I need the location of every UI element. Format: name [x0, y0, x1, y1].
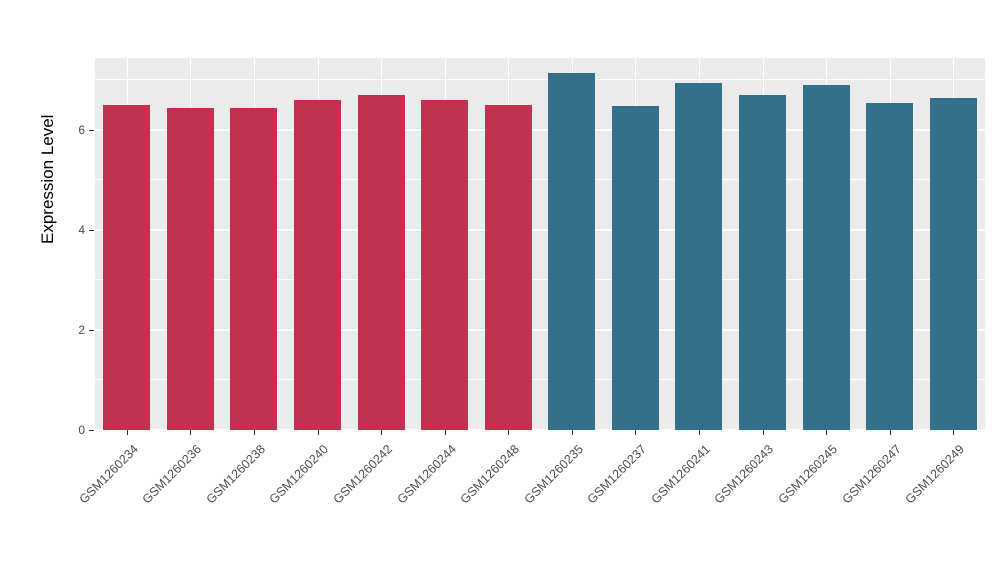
major-gridline: [95, 329, 985, 331]
bar-GSM1260242: [357, 95, 405, 430]
x-tick-label-text: GSM1260243: [711, 442, 777, 507]
major-gridline: [95, 129, 985, 131]
plot-panel: [95, 58, 985, 431]
x-tick-mark: [253, 430, 255, 435]
x-tick-label-text: GSM1260240: [266, 442, 332, 507]
bar-GSM1260236: [166, 107, 214, 430]
minor-gridline: [95, 379, 985, 380]
bar-GSM1260237: [611, 106, 659, 430]
x-tick-mark: [444, 430, 446, 435]
bar-GSM1260234: [103, 105, 151, 430]
x-tick-mark: [317, 430, 319, 435]
y-tick-label: 0: [78, 423, 85, 437]
x-tick-mark: [126, 430, 128, 435]
x-tick-mark: [508, 430, 510, 435]
bar-GSM1260248: [484, 105, 532, 430]
bar-GSM1260238: [230, 107, 278, 430]
x-tick-label-text: GSM1260248: [457, 442, 523, 507]
y-tick-mark: [89, 130, 94, 131]
major-gridline: [95, 229, 985, 231]
x-tick-mark: [190, 430, 192, 435]
x-tick-label-text: GSM1260247: [839, 442, 904, 507]
x-tick-mark: [635, 430, 637, 435]
x-tick-mark: [381, 430, 383, 435]
x-tick-mark: [826, 430, 828, 435]
x-tick-mark: [571, 430, 573, 435]
bar-GSM1260240: [293, 100, 341, 430]
bar-GSM1260235: [548, 72, 596, 430]
x-tick-label-text: GSM1260244: [394, 442, 459, 507]
x-tick-label-text: GSM1260241: [648, 442, 713, 507]
x-tick-label-text: GSM1260235: [521, 442, 586, 507]
minor-gridline: [95, 279, 985, 280]
bar-GSM1260249: [929, 97, 977, 430]
x-tick-mark: [762, 430, 764, 435]
bar-GSM1260244: [421, 100, 469, 430]
x-tick-mark: [889, 430, 891, 435]
minor-gridline: [95, 179, 985, 180]
x-tick-label-text: GSM1260242: [330, 442, 395, 507]
y-tick-mark: [89, 430, 94, 431]
minor-gridline: [95, 79, 985, 80]
bar-GSM1260243: [738, 95, 786, 430]
y-tick-label: 2: [78, 323, 85, 337]
x-tick-label-text: GSM1260236: [139, 442, 205, 507]
x-tick-mark: [953, 430, 955, 435]
y-tick-mark: [89, 330, 94, 331]
y-tick-mark: [89, 230, 94, 231]
y-tick-label: 6: [78, 123, 85, 137]
y-tick-label: 4: [78, 223, 85, 237]
x-tick-label-text: GSM1260238: [203, 442, 268, 507]
x-tick-label-text: GSM1260237: [584, 442, 650, 507]
x-tick-mark: [698, 430, 700, 435]
bar-GSM1260245: [802, 85, 850, 430]
bar-GSM1260241: [675, 82, 723, 430]
x-tick-label-text: GSM1260234: [76, 442, 141, 507]
bar-GSM1260247: [866, 102, 914, 430]
x-tick-label-text: GSM1260249: [902, 442, 968, 507]
major-gridline: [95, 429, 985, 431]
x-tick-label-text: GSM1260245: [775, 442, 840, 507]
